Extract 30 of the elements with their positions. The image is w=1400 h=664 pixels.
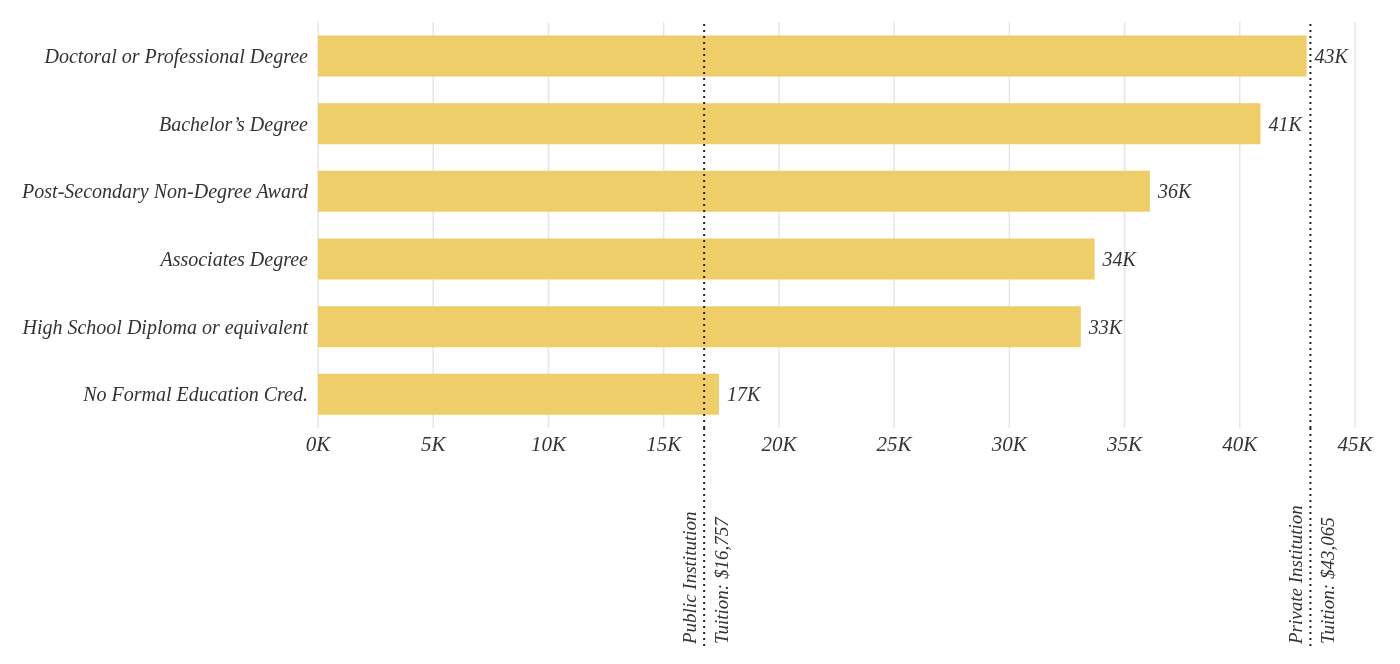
x-tick-label: 40K [1222,431,1259,456]
bar [318,35,1307,77]
x-tick-label: 20K [761,431,798,456]
bar [318,103,1261,145]
x-tick-label: 35K [1106,431,1144,456]
x-tick-label: 15K [646,431,683,456]
ref-line-label: Private Institution Tuition: $43,065 [1285,505,1339,645]
x-tick-label: 0K [305,431,332,456]
data-label: 41K [1268,112,1304,135]
data-label: 33K [1087,315,1124,338]
x-tick-label: 45K [1337,431,1374,456]
x-tick-label: 30K [990,431,1028,456]
y-tick-label: Bachelor’s Degree [158,112,309,136]
bar [318,170,1150,212]
y-tick-label: Associates Degree [158,247,309,271]
data-label: 36K [1156,180,1193,203]
x-tick-label: 25K [876,431,913,456]
y-tick-label: Post-Secondary Non-Degree Award [21,180,309,204]
data-label: 34K [1101,248,1138,271]
x-tick-label: 5K [420,431,447,456]
bar [318,238,1095,280]
bar [318,306,1081,348]
y-tick-label: Doctoral or Professional Degree [43,44,309,68]
data-label: 17K [726,383,762,406]
ref-line-label: Public Institution Tuition: $16,757 [679,511,733,645]
x-tick-label: 10K [530,431,567,456]
bar [318,373,719,415]
data-label: 43K [1314,45,1350,68]
y-tick-label: No Formal Education Cred. [82,383,308,406]
y-tick-label: High School Diploma or equivalent [21,315,309,339]
